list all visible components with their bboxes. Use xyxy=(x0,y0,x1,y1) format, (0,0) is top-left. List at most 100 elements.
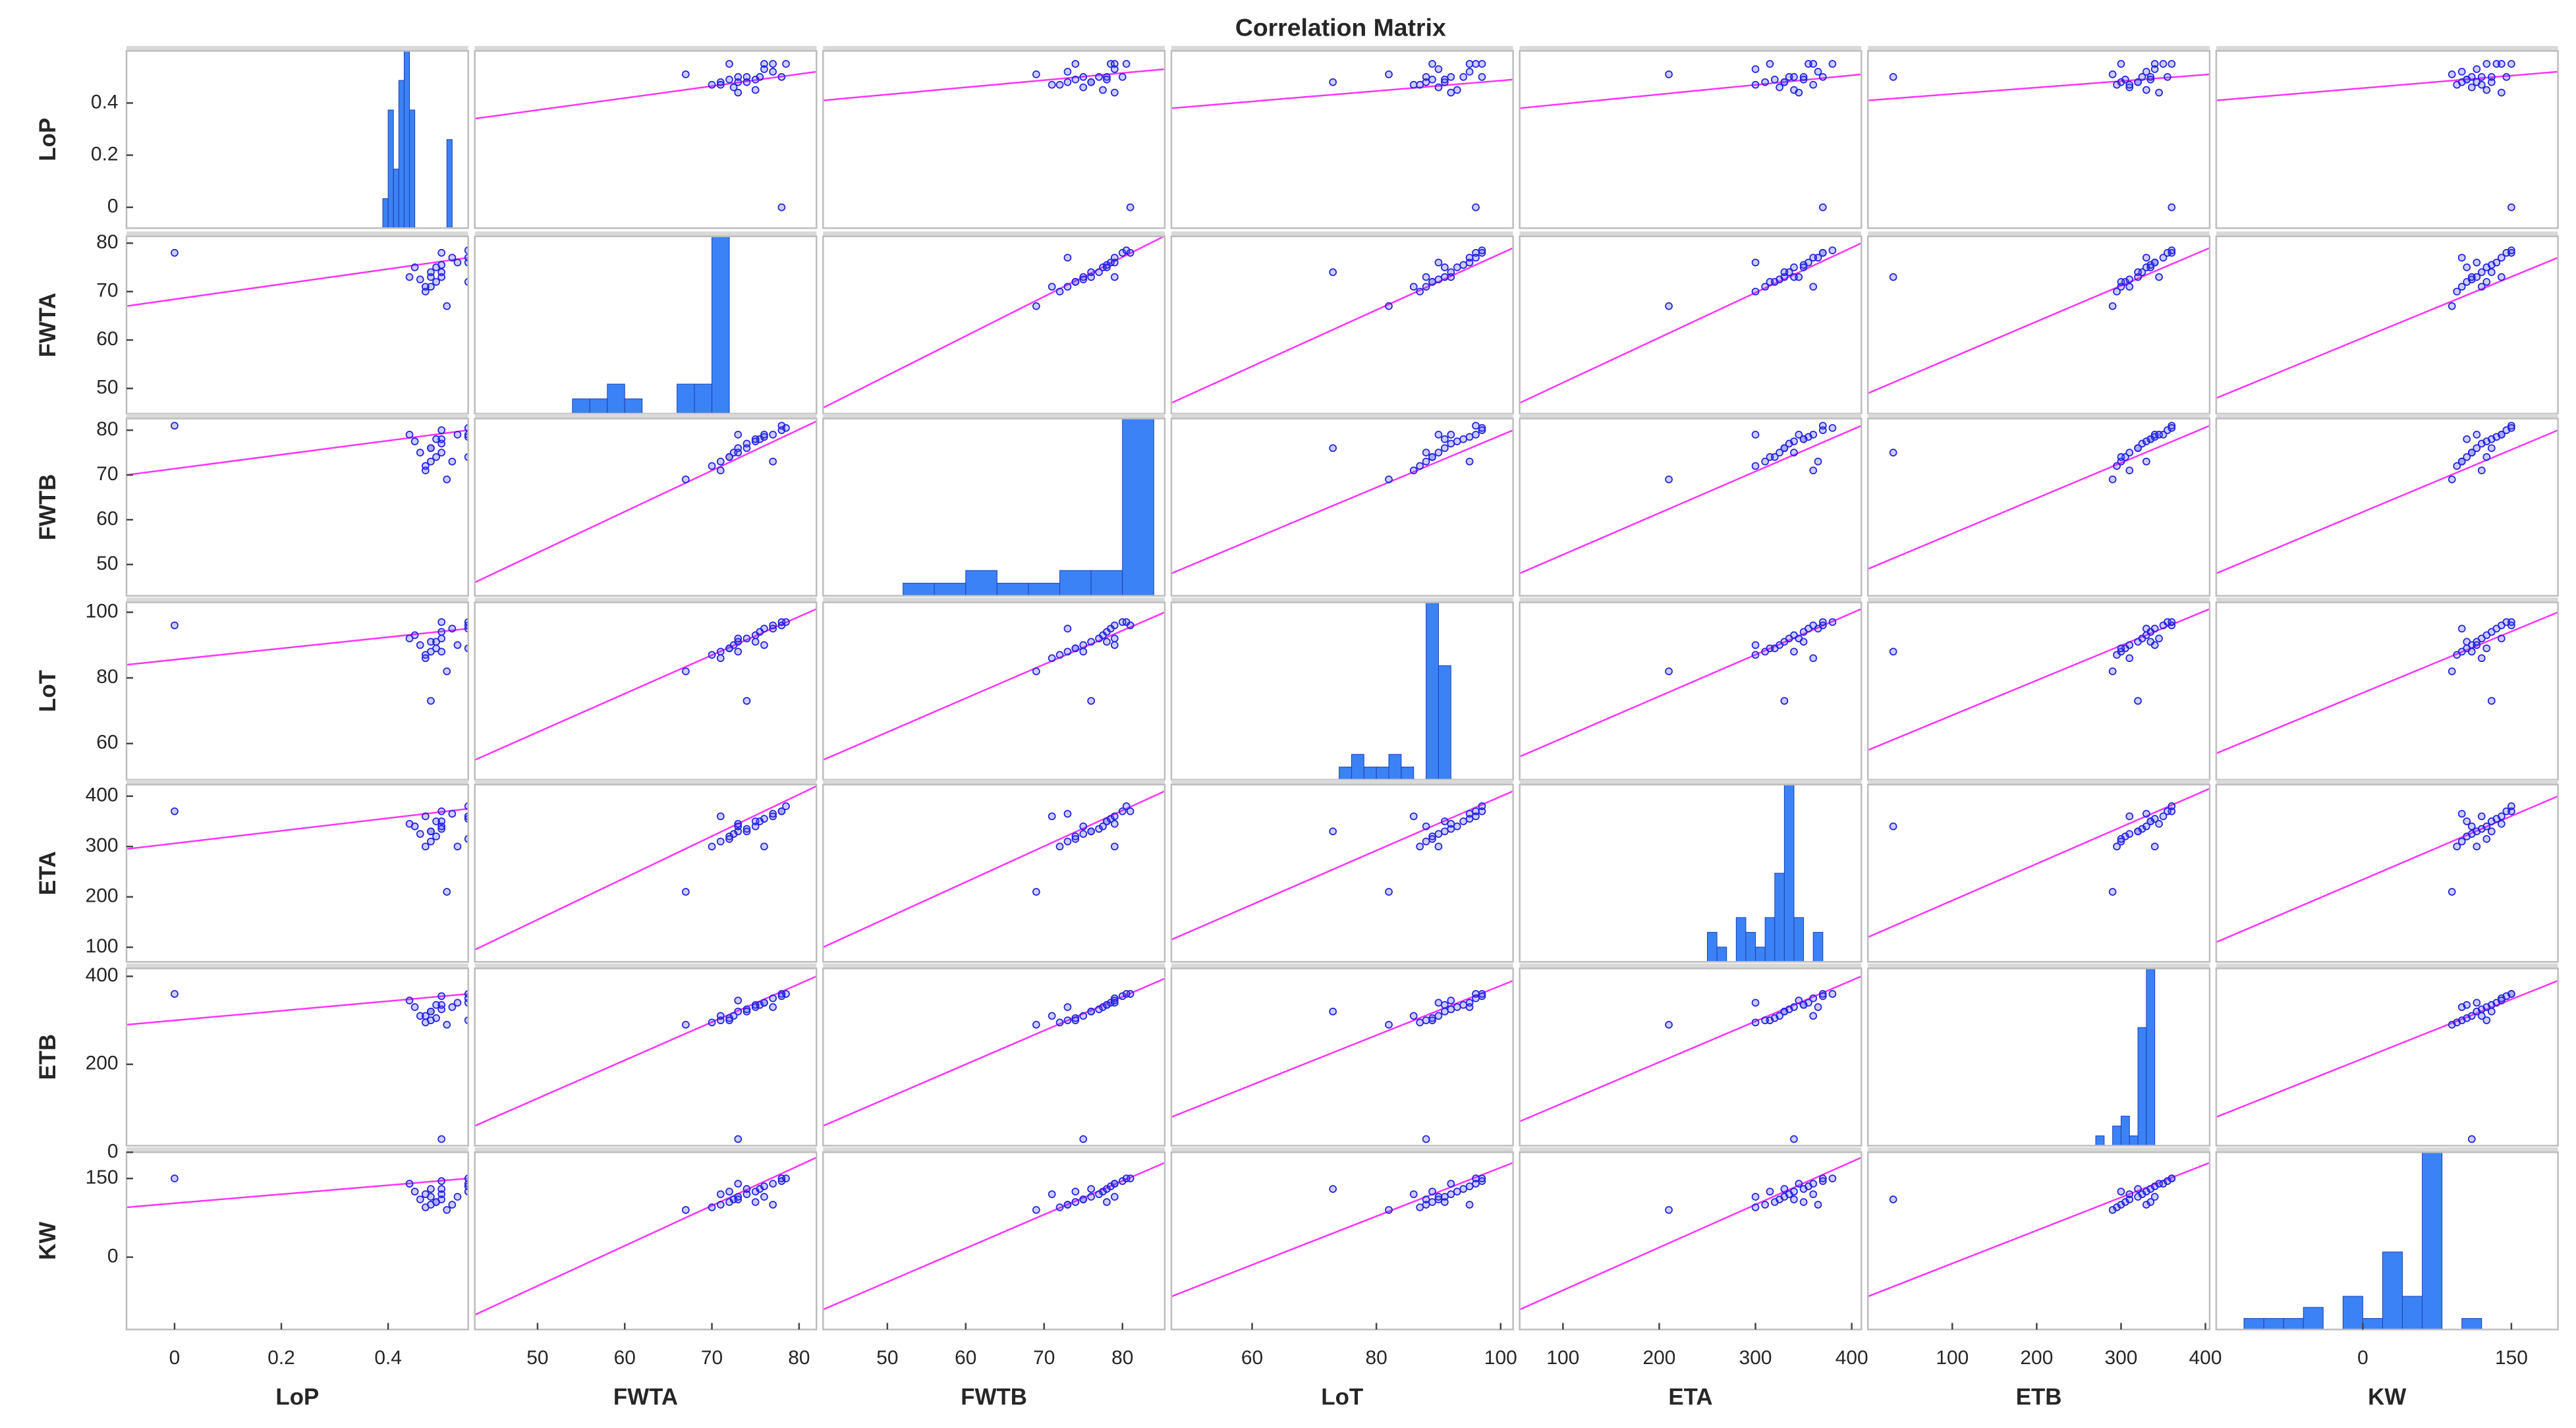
hist-bar xyxy=(712,236,730,414)
scatter-point xyxy=(432,638,440,646)
scatter-point xyxy=(708,651,716,659)
scatter-point xyxy=(1422,837,1430,846)
cell xyxy=(1339,602,1451,780)
hist-bar xyxy=(572,398,590,414)
scatter-point xyxy=(2134,697,2142,705)
scatter-point xyxy=(410,1003,419,1011)
cell xyxy=(474,975,817,1143)
scatter-point xyxy=(1441,75,1449,84)
scatter-point xyxy=(448,457,457,466)
y-tick-label: 0 xyxy=(107,1140,119,1162)
scatter-point xyxy=(1118,248,1127,257)
cell-header xyxy=(1519,413,1862,419)
scatter-point xyxy=(1434,65,1443,73)
scatter-point xyxy=(1110,819,1119,828)
scatter-point xyxy=(1099,1003,1107,1011)
scatter-point xyxy=(1472,203,1480,211)
scatter-point xyxy=(1818,618,1827,626)
scatter-point xyxy=(742,827,751,836)
scatter-point xyxy=(437,825,446,833)
cell xyxy=(474,608,817,761)
scatter-point xyxy=(443,476,451,483)
scatter-point xyxy=(1048,1012,1056,1020)
scatter-point xyxy=(1780,697,1789,705)
scatter-point xyxy=(1441,78,1449,86)
scatter-point xyxy=(1447,997,1455,1004)
scatter-point xyxy=(437,1190,446,1198)
scatter-point xyxy=(2168,60,2176,68)
scatter-point xyxy=(448,254,457,262)
hist-bar xyxy=(2263,1318,2284,1330)
scatter-point xyxy=(1465,433,1474,441)
y-tick-label: 50 xyxy=(96,553,118,574)
scatter-point xyxy=(1428,1016,1436,1024)
scatter-point xyxy=(1478,246,1486,255)
scatter-point xyxy=(725,60,733,68)
fit-line xyxy=(1868,788,2210,938)
cell-frame xyxy=(1867,601,2211,781)
scatter-point xyxy=(2507,990,2515,998)
scatter-point xyxy=(2467,273,2476,281)
scatter-point xyxy=(1055,842,1064,851)
scatter-point xyxy=(1063,1201,1072,1209)
scatter-point xyxy=(1465,457,1474,466)
scatter-point xyxy=(1828,990,1837,998)
scatter-point xyxy=(2150,258,2159,267)
scatter-point xyxy=(2138,72,2146,81)
scatter-point xyxy=(2487,72,2496,81)
y-tick-label: 150 xyxy=(86,1167,119,1188)
scatter-point xyxy=(1329,78,1337,86)
scatter-point xyxy=(681,476,690,483)
scatter-point xyxy=(769,1201,777,1209)
scatter-point xyxy=(1099,263,1107,271)
hist-bar xyxy=(1764,917,1776,962)
scatter-point xyxy=(2150,842,2159,851)
hist-bar xyxy=(2461,1318,2482,1330)
scatter-point xyxy=(2125,654,2134,663)
scatter-point xyxy=(1751,1018,1760,1027)
scatter-point xyxy=(1118,807,1127,815)
scatter-point xyxy=(734,634,742,643)
scatter-point xyxy=(1122,802,1131,810)
scatter-point xyxy=(760,624,768,633)
y-tick-label: 60 xyxy=(96,508,118,530)
cell-frame xyxy=(125,968,469,1147)
cell-header xyxy=(1868,963,2210,969)
y-tick-label: 0 xyxy=(107,1246,119,1267)
cell xyxy=(1868,422,2210,570)
scatter-point xyxy=(1103,72,1111,81)
scatter-point xyxy=(1790,1003,1798,1011)
scatter-point xyxy=(427,827,435,836)
fit-line xyxy=(126,808,468,850)
scatter-point xyxy=(1409,80,1418,89)
cell xyxy=(823,1162,1165,1311)
scatter-point xyxy=(716,78,725,86)
scatter-point xyxy=(1385,70,1393,78)
scatter-point xyxy=(1416,80,1424,89)
y-axis-label: ETB xyxy=(35,1034,61,1080)
scatter-point xyxy=(432,435,440,443)
scatter-point xyxy=(427,638,435,646)
scatter-point xyxy=(416,641,424,649)
scatter-point xyxy=(437,992,446,1001)
scatter-point xyxy=(1063,283,1072,291)
scatter-point xyxy=(2168,1174,2176,1183)
scatter-point xyxy=(1799,75,1808,84)
scatter-point xyxy=(1809,1180,1818,1188)
scatter-point xyxy=(1032,1020,1040,1029)
cell-frame xyxy=(822,968,1166,1147)
scatter-point xyxy=(2463,263,2471,271)
cell-frame xyxy=(474,1151,818,1331)
scatter-point xyxy=(2142,437,2150,445)
x-tick-label: 300 xyxy=(2104,1347,2137,1369)
cell-frame xyxy=(1170,601,1514,781)
scatter-point xyxy=(1103,1198,1111,1206)
scatter-point xyxy=(1780,1007,1789,1016)
scatter-point xyxy=(2164,248,2171,257)
scatter-point xyxy=(1465,60,1474,68)
scatter-point xyxy=(1818,1174,1827,1183)
scatter-point xyxy=(1809,466,1818,475)
hist-bar xyxy=(1426,602,1439,780)
scatter-point xyxy=(1055,80,1064,89)
scatter-point xyxy=(427,283,435,291)
